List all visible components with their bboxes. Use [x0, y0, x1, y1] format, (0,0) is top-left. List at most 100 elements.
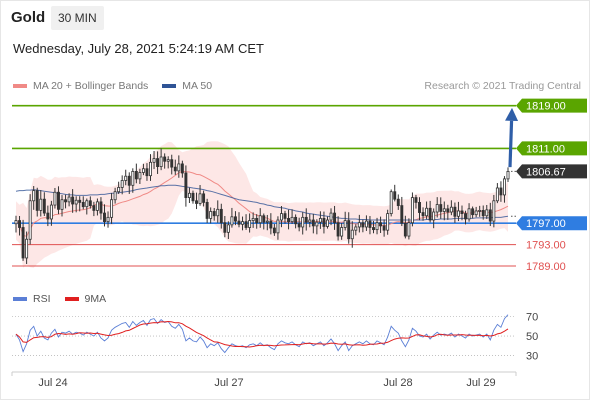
candle-body: [287, 218, 291, 223]
candle-body: [110, 199, 114, 218]
candle-body: [262, 215, 266, 223]
candle: [57, 186, 60, 215]
candle-body: [177, 163, 181, 172]
candle: [478, 205, 482, 217]
candle-body: [389, 191, 393, 215]
timeframe-badge[interactable]: 30 MIN: [51, 6, 104, 30]
candle: [156, 151, 160, 174]
candle: [492, 194, 496, 228]
rsi-legend: RSI 9MA: [13, 293, 120, 305]
candle: [138, 168, 142, 185]
candle-body: [14, 220, 18, 225]
candle: [14, 215, 18, 233]
candle: [336, 216, 340, 241]
candle: [64, 194, 68, 209]
ma50-line: [15, 184, 509, 221]
candle: [166, 156, 170, 169]
candle-body: [205, 201, 209, 219]
candle: [283, 210, 287, 224]
level-label-4: 1789.00: [526, 261, 566, 273]
candle-body: [152, 158, 156, 163]
candle-body: [64, 199, 68, 203]
candle-body: [379, 222, 383, 227]
candle: [255, 214, 259, 229]
candle: [258, 208, 262, 228]
x-tick-label: Jul 27: [214, 377, 243, 389]
candle: [435, 197, 439, 218]
candle-body: [163, 156, 167, 162]
candle: [163, 153, 167, 169]
candle: [53, 187, 57, 209]
candle-body: [230, 216, 234, 226]
candle-body: [329, 212, 333, 221]
legend-ma50-label: MA 50: [182, 80, 213, 92]
candle: [456, 201, 460, 222]
candle-body: [471, 208, 475, 216]
last-price-label: 1806.67: [516, 164, 587, 179]
candle: [481, 205, 485, 220]
candle: [485, 204, 489, 219]
level-label-1-text: 1811.00: [526, 143, 565, 155]
candle: [488, 202, 492, 227]
rsi-line: [15, 314, 509, 354]
candle-body: [120, 180, 124, 188]
candle: [202, 190, 206, 207]
candle-body: [195, 200, 198, 204]
candle: [379, 216, 383, 233]
candle-body: [28, 200, 32, 240]
candle: [237, 212, 241, 228]
candle: [396, 194, 400, 210]
candle-body: [304, 216, 308, 223]
candle: [393, 184, 397, 202]
candle-body: [375, 222, 379, 231]
candle-body: [301, 216, 305, 228]
candle-body: [280, 213, 283, 221]
candle: [294, 214, 298, 229]
candle-body: [364, 220, 368, 228]
candle-body: [166, 159, 170, 162]
candle-body: [396, 198, 400, 206]
candle-body: [333, 212, 337, 224]
candle-body: [488, 209, 492, 222]
candle: [280, 206, 283, 228]
x-axis: Jul 24 Jul 27 Jul 28 Jul 29: [11, 371, 517, 389]
candle: [418, 197, 421, 221]
candle-body: [145, 168, 149, 177]
level-label-2: 1797.00: [516, 216, 587, 231]
candle: [446, 204, 450, 220]
candle-body: [435, 204, 439, 213]
candle: [432, 208, 436, 229]
candle: [287, 209, 291, 230]
candle-body: [255, 218, 259, 224]
candle-body: [499, 187, 503, 196]
candle: [74, 196, 78, 213]
legend-rsi-label: RSI: [33, 293, 51, 305]
candle-body: [403, 222, 407, 237]
candle-body: [248, 220, 252, 228]
candle-body: [209, 211, 213, 219]
candle-body: [219, 208, 223, 224]
candle-body: [173, 166, 177, 172]
candle: [354, 224, 358, 236]
candle: [99, 197, 103, 220]
candle: [131, 168, 135, 193]
candle: [127, 172, 131, 194]
candle-body: [294, 216, 298, 225]
candle: [357, 214, 361, 233]
candle-body: [32, 190, 36, 202]
candle: [141, 163, 145, 176]
candle-body: [106, 216, 110, 223]
candle-body: [180, 163, 184, 174]
candle: [333, 205, 337, 230]
candle: [276, 216, 280, 240]
candle-body: [202, 193, 206, 203]
candle-body: [474, 210, 478, 216]
x-tick-label: Jul 28: [383, 377, 412, 389]
candle-body: [103, 212, 106, 223]
candle: [311, 213, 315, 234]
candle: [308, 213, 312, 228]
candle-body: [159, 156, 163, 167]
candle: [106, 211, 110, 228]
candle-body: [308, 219, 312, 223]
